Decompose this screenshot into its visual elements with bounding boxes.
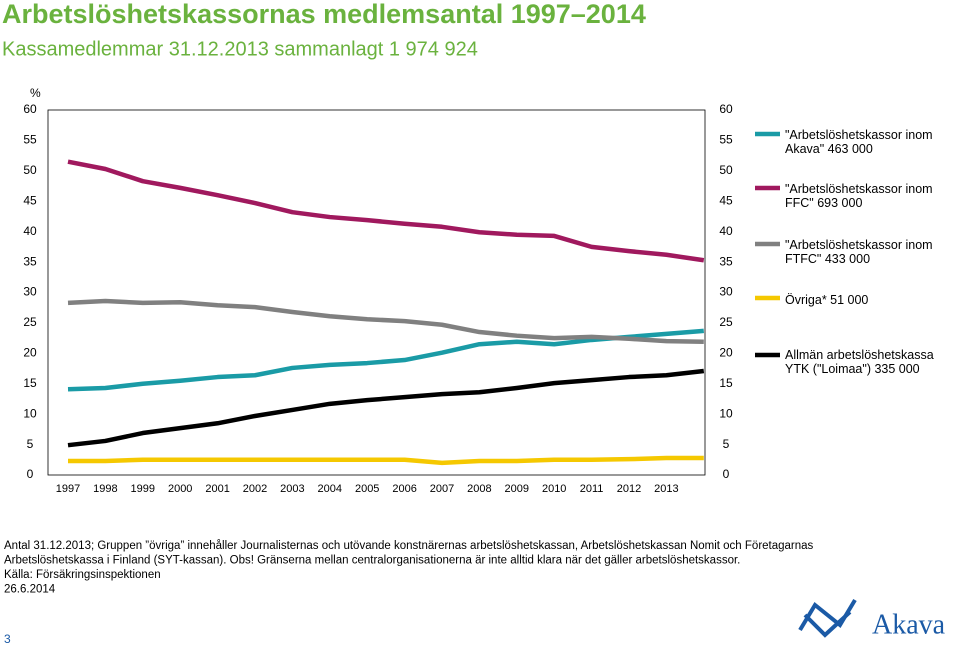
footnote: Arbetslöshetskassa i Finland (SYT-kassan… — [4, 555, 740, 567]
x-tick-label: 2008 — [467, 483, 491, 495]
y-tick-label: 25 — [23, 315, 37, 329]
series-line — [67, 159, 705, 263]
y-tick-label: 20 — [23, 346, 37, 360]
y2-tick-label: 30 — [719, 285, 733, 299]
x-tick-label: 1999 — [131, 483, 155, 495]
y-tick-label: 10 — [23, 406, 37, 420]
series-line — [67, 298, 704, 345]
x-tick-label: 2002 — [243, 483, 267, 495]
y2-tick-label: 55 — [719, 133, 733, 147]
x-tick-label: 2000 — [168, 483, 192, 495]
chart-title: Arbetslöshetskassornas medlemsantal 1997… — [2, 0, 646, 29]
y2-tick-label: 20 — [719, 346, 733, 360]
y-tick-label: 40 — [23, 224, 37, 238]
y-tick-label: 55 — [23, 133, 37, 147]
x-tick-label: 2011 — [580, 483, 604, 495]
x-tick-label: 2006 — [392, 483, 416, 495]
page-number: 3 — [4, 632, 11, 646]
y2-tick-label: 40 — [719, 224, 733, 238]
x-tick-label: 1997 — [56, 483, 80, 495]
legend-label: Allmän arbetslöshetskassa YTK ("Loimaa")… — [785, 348, 934, 376]
y2-tick-label: 25 — [719, 315, 733, 329]
y-axis-label: % — [30, 86, 41, 100]
x-tick-label: 2007 — [430, 483, 454, 495]
chart-subtitle: Kassamedlemmar 31.12.2013 sammanlagt 1 9… — [2, 38, 478, 60]
x-tick-label: 2013 — [654, 483, 678, 495]
series-line — [68, 455, 704, 466]
logo-icon — [798, 598, 857, 638]
x-tick-label: 2012 — [617, 483, 641, 495]
y-tick-label: 5 — [27, 437, 34, 451]
legend-label: "Arbetslöshetskassor inom FTFC" 433 000 — [785, 238, 933, 266]
legend-label: "Arbetslöshetskassor inom FFC" 693 000 — [785, 182, 933, 210]
y-tick-label: 45 — [23, 193, 37, 207]
y-tick-label: 60 — [23, 102, 37, 116]
y2-tick-label: 35 — [719, 254, 733, 268]
y2-tick-label: 15 — [719, 376, 733, 390]
series-line — [67, 368, 705, 448]
x-tick-label: 1998 — [93, 483, 117, 495]
footnote: 26.6.2014 — [4, 584, 56, 596]
y-tick-label: 0 — [27, 467, 34, 481]
x-tick-label: 2010 — [542, 483, 566, 495]
x-tick-label: 2009 — [505, 483, 529, 495]
y2-tick-label: 60 — [719, 102, 733, 116]
legend-label: "Arbetslöshetskassor inom Akava" 463 000 — [785, 128, 933, 156]
y2-tick-label: 0 — [723, 467, 730, 481]
x-tick-label: 2005 — [355, 483, 379, 495]
y2-tick-label: 5 — [723, 437, 730, 451]
x-tick-label: 2001 — [205, 483, 229, 495]
plot-frame — [47, 109, 706, 476]
y-tick-label: 35 — [23, 254, 37, 268]
y2-tick-label: 50 — [719, 163, 733, 177]
y-tick-label: 15 — [23, 376, 37, 390]
y2-tick-label: 45 — [719, 193, 733, 207]
footnote: Antal 31.12.2013; Gruppen ”övriga” inneh… — [4, 540, 814, 552]
x-tick-label: 2003 — [280, 483, 304, 495]
footnote: Källa: Försäkringsinspektionen — [4, 569, 161, 581]
legend-label: Övriga* 51 000 — [785, 293, 869, 307]
y2-tick-label: 10 — [719, 406, 733, 420]
y-tick-label: 30 — [23, 285, 37, 299]
logo: Akava — [872, 609, 946, 640]
x-tick-label: 2004 — [318, 483, 342, 495]
y-tick-label: 50 — [23, 163, 37, 177]
